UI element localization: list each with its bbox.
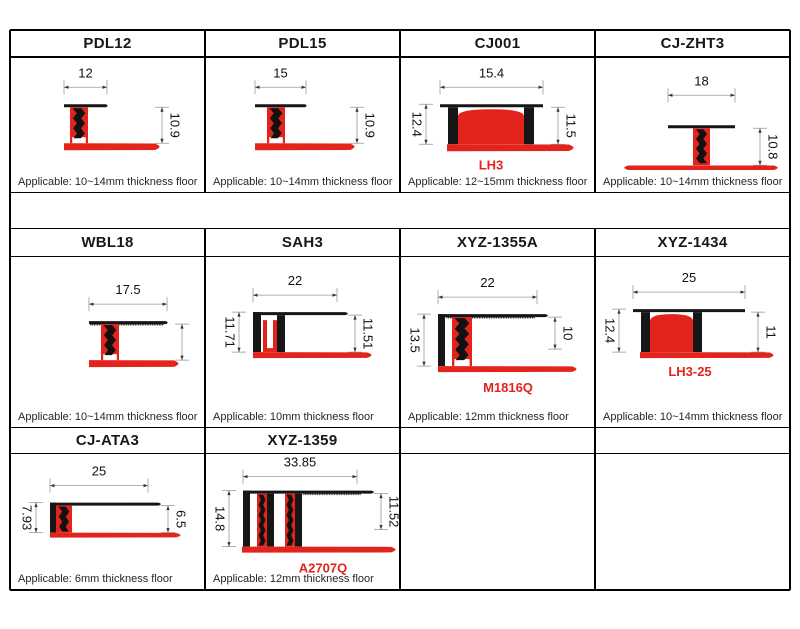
svg-text:11.52: 11.52 bbox=[387, 496, 400, 528]
svg-text:10.8: 10.8 bbox=[766, 134, 781, 159]
svg-text:M1816Q: M1816Q bbox=[483, 380, 533, 395]
svg-text:18: 18 bbox=[694, 73, 708, 88]
svg-text:7.93: 7.93 bbox=[20, 505, 35, 530]
svg-text:11.71: 11.71 bbox=[223, 317, 238, 349]
svg-text:25: 25 bbox=[682, 270, 696, 285]
svg-text:11.5: 11.5 bbox=[564, 114, 579, 138]
svg-text:11.51: 11.51 bbox=[361, 318, 376, 350]
svg-text:33.85: 33.85 bbox=[284, 454, 317, 469]
svg-text:10.9: 10.9 bbox=[363, 113, 378, 138]
svg-text:11: 11 bbox=[764, 326, 779, 340]
svg-text:10.9: 10.9 bbox=[168, 113, 183, 138]
svg-text:A2707Q: A2707Q bbox=[299, 560, 347, 575]
svg-text:12.4: 12.4 bbox=[603, 318, 618, 343]
svg-text:10: 10 bbox=[561, 326, 576, 340]
svg-text:LH3-25: LH3-25 bbox=[668, 364, 711, 379]
svg-text:15.4: 15.4 bbox=[479, 65, 504, 80]
svg-text:14.8: 14.8 bbox=[213, 506, 228, 531]
svg-text:12: 12 bbox=[78, 65, 92, 80]
svg-text:22: 22 bbox=[480, 275, 494, 290]
svg-text:17.5: 17.5 bbox=[115, 282, 140, 297]
svg-text:22: 22 bbox=[288, 273, 302, 288]
svg-text:LH3: LH3 bbox=[479, 157, 504, 172]
svg-text:25: 25 bbox=[92, 463, 106, 478]
svg-text:13.5: 13.5 bbox=[408, 328, 423, 353]
svg-text:12.4: 12.4 bbox=[410, 112, 425, 137]
svg-text:15: 15 bbox=[273, 65, 287, 80]
svg-text:6.5: 6.5 bbox=[174, 510, 189, 528]
